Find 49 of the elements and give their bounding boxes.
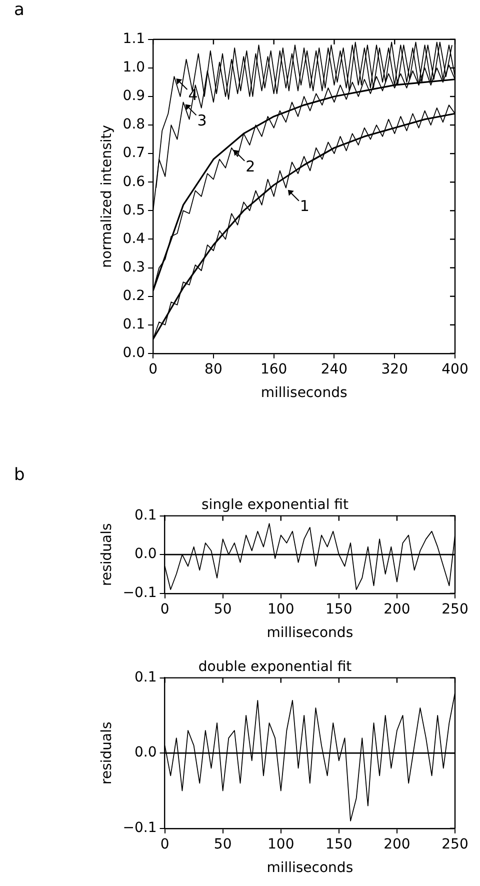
y-axis-title: residuals	[99, 722, 116, 784]
y-tick-label: −0.1	[122, 820, 157, 836]
y-tick-label: −0.1	[122, 585, 157, 602]
x-tick-label: 0	[148, 361, 158, 378]
x-tick-label: 200	[384, 836, 410, 852]
y-tick-label: 0.0	[134, 744, 157, 761]
y-tick-label: 0.0	[122, 345, 146, 362]
y-tick-label: 0.5	[122, 202, 146, 218]
y-tick-label: 0.9	[122, 88, 146, 104]
text: a	[14, 0, 24, 20]
x-axis-title: milliseconds	[266, 860, 354, 876]
x-tick-label: 80	[204, 361, 222, 378]
annotation: 2	[246, 157, 256, 176]
chart-title: double exponential fit	[198, 659, 352, 676]
x-tick-label: 100	[268, 601, 294, 618]
x-tick-label: 250	[442, 836, 468, 852]
x-tick-label: 160	[260, 361, 288, 378]
y-tick-label: 0.6	[122, 174, 146, 190]
x-tick-label: 200	[384, 601, 410, 618]
x-tick-label: 320	[381, 361, 408, 378]
y-tick-label: 0.1	[134, 669, 157, 686]
x-tick-label: 240	[320, 361, 348, 378]
y-tick-label: 0.3	[122, 259, 146, 276]
y-tick-label: 0.0	[134, 546, 157, 562]
chart-title: single exponential fit	[202, 497, 349, 514]
x-axis-title: milliseconds	[260, 385, 348, 402]
y-axis-title: residuals	[99, 523, 116, 586]
x-axis-title: milliseconds	[266, 625, 354, 642]
text: b	[14, 465, 25, 485]
annotation: 3	[197, 112, 207, 130]
y-tick-label: 0.1	[122, 316, 146, 332]
y-tick-label: 0.4	[122, 230, 146, 247]
x-tick-label: 150	[326, 836, 352, 852]
y-tick-label: 0.2	[122, 288, 146, 304]
y-tick-label: 0.8	[122, 116, 146, 133]
x-tick-label: 0	[160, 601, 170, 618]
y-tick-label: 0.1	[134, 507, 157, 524]
x-tick-label: 100	[268, 836, 294, 852]
y-tick-label: 0.7	[122, 145, 146, 162]
x-tick-label: 50	[214, 836, 232, 852]
x-tick-label: 50	[214, 601, 232, 618]
x-tick-label: 0	[160, 836, 170, 852]
x-tick-label: 150	[326, 601, 352, 618]
x-tick-label: 400	[442, 361, 468, 378]
y-tick-label: 1.0	[122, 60, 146, 76]
x-tick-label: 250	[442, 601, 468, 618]
annotation: 1	[300, 197, 310, 216]
y-axis-title: normalized intensity	[99, 124, 116, 268]
y-tick-label: 1.1	[122, 31, 146, 48]
